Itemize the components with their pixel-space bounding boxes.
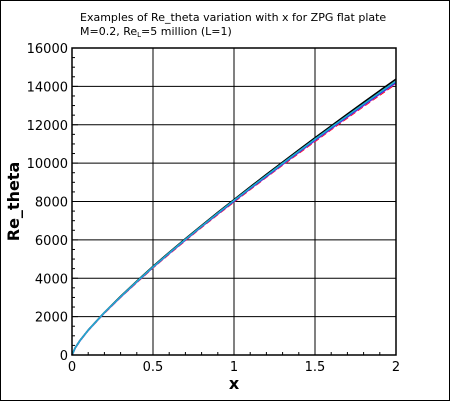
chart-title-line-1: Examples of Re_theta variation with x fo… — [80, 11, 387, 24]
y-tick-label: 0 — [60, 349, 68, 364]
y-tick-label: 12000 — [27, 119, 68, 134]
y-tick-label: 8000 — [35, 196, 68, 211]
y-tick-label: 4000 — [35, 272, 68, 287]
x-axis-label: x — [229, 374, 240, 393]
x-tick-label: 0 — [68, 360, 76, 375]
y-tick-label: 6000 — [35, 234, 68, 249]
y-tick-label: 10000 — [27, 157, 68, 172]
x-tick-label: 2 — [392, 360, 400, 375]
x-tick-label: 1.5 — [305, 360, 326, 375]
chart-title-line-2: M=0.2, ReL=5 million (L=1) — [80, 25, 232, 39]
y-axis-label: Re_theta — [4, 162, 23, 242]
chart-title-line-2-pre: M=0.2, Re — [80, 25, 138, 38]
y-tick-label: 14000 — [27, 80, 68, 95]
chart-title-line-2-sub: L — [137, 31, 142, 39]
y-tick-label: 16000 — [27, 42, 68, 57]
x-tick-label: 0.5 — [143, 360, 164, 375]
x-tick-label: 1 — [230, 360, 238, 375]
y-tick-label: 2000 — [35, 311, 68, 326]
chart-title-line-2-post: =5 million (L=1) — [141, 25, 232, 38]
series-line-cyan — [71, 80, 397, 356]
